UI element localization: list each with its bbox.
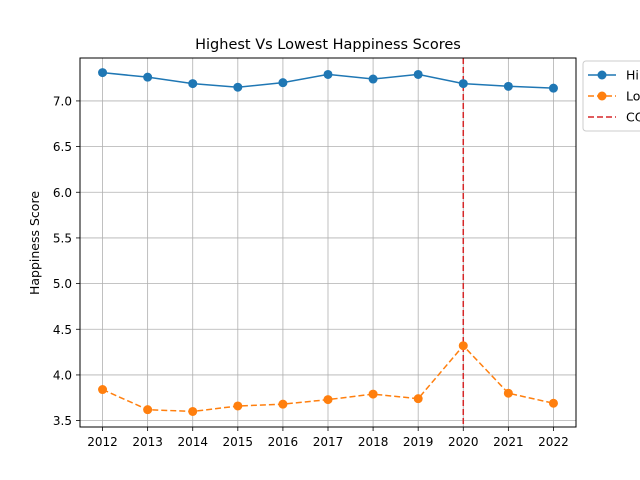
data-point (458, 79, 468, 89)
x-tick-label: 2016 (268, 435, 299, 449)
legend-marker (597, 70, 607, 80)
data-point (413, 69, 423, 79)
data-point (368, 74, 378, 84)
data-point (278, 399, 288, 409)
y-tick-label: 3.5 (53, 414, 72, 428)
series-0 (98, 68, 558, 93)
data-point (278, 78, 288, 88)
series-layer (98, 68, 558, 416)
data-point (323, 69, 333, 79)
legend-label: Hi (626, 68, 639, 83)
series-1 (98, 341, 558, 416)
x-tick-label: 2013 (132, 435, 163, 449)
y-axis-ticks: 3.5 4.0 4.5 5.0 5.5 6.0 6.5 7.0 (53, 94, 80, 428)
data-point (368, 389, 378, 399)
data-point (233, 401, 243, 411)
y-tick-label: 7.0 (53, 94, 72, 108)
legend-item: Lo (588, 89, 640, 104)
data-point (503, 388, 513, 398)
y-tick-label: 4.5 (53, 323, 72, 337)
data-point (98, 385, 108, 395)
y-tick-label: 6.0 (53, 186, 72, 200)
data-point (458, 341, 468, 351)
y-tick-label: 4.0 (53, 368, 72, 382)
data-point (188, 406, 198, 416)
y-tick-label: 6.5 (53, 140, 72, 154)
x-tick-label: 2017 (313, 435, 344, 449)
chart-title: Highest Vs Lowest Happiness Scores (195, 37, 461, 53)
x-tick-label: 2022 (538, 435, 569, 449)
x-axis-ticks: 2012 2013 2014 2015 2016 2017 2018 2019 2020 2021… (87, 427, 569, 449)
legend-label: CO (626, 110, 640, 125)
x-tick-label: 2012 (87, 435, 118, 449)
x-tick-label: 2021 (493, 435, 524, 449)
x-tick-label: 2018 (358, 435, 389, 449)
y-tick-label: 5.0 (53, 277, 72, 291)
data-point (98, 68, 108, 78)
data-point (233, 82, 243, 92)
y-axis-label: Happiness Score (27, 191, 42, 295)
legend: Hi Lo CO (582, 60, 640, 132)
data-point (323, 395, 333, 405)
legend-marker (597, 91, 607, 101)
data-point (188, 79, 198, 89)
data-point (143, 405, 153, 415)
data-point (413, 394, 423, 404)
x-tick-label: 2014 (177, 435, 208, 449)
legend-label: Lo (626, 89, 640, 104)
data-point (548, 83, 558, 93)
grid-lines (80, 58, 576, 427)
x-tick-label: 2020 (448, 435, 479, 449)
data-point (503, 81, 513, 91)
legend-item: Hi (588, 68, 639, 83)
data-point (143, 72, 153, 82)
x-tick-label: 2015 (223, 435, 254, 449)
x-tick-label: 2019 (403, 435, 434, 449)
data-point (548, 398, 558, 408)
legend-item: CO (588, 110, 640, 125)
y-tick-label: 5.5 (53, 231, 72, 245)
